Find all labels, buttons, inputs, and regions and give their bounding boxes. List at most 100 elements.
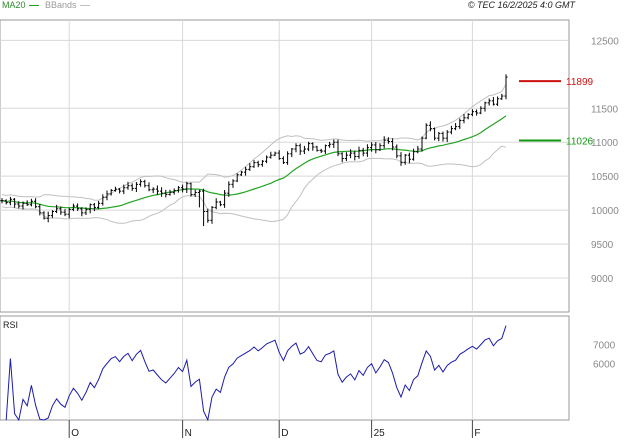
price-y-tick-label: 11000 [591, 138, 619, 149]
ohlc-bar [479, 106, 483, 115]
ohlc-bar [437, 131, 441, 142]
ohlc-bar [67, 207, 71, 219]
ohlc-bar [4, 199, 8, 205]
ohlc-bar [13, 198, 17, 208]
ohlc-bar [294, 143, 298, 153]
ohlc-bar [462, 114, 466, 124]
ohlc-bar [269, 151, 273, 159]
ohlc-bar [344, 152, 348, 162]
ohlc-bar [265, 155, 269, 164]
ohlc-bar [458, 118, 462, 129]
ohlc-bar [206, 208, 210, 223]
ohlc-bar [29, 198, 33, 207]
ohlc-bar [256, 160, 260, 168]
ohlc-bar [374, 141, 378, 154]
ohlc-bar [416, 145, 420, 154]
ohlc-bar [290, 147, 294, 158]
legend-ma-swatch [28, 5, 39, 7]
ohlc-bar [428, 121, 432, 132]
ohlc-bar [160, 187, 164, 197]
ohlc-bar [298, 143, 302, 155]
ohlc-bar [151, 187, 155, 194]
ohlc-bar [168, 189, 172, 196]
ohlc-bar [130, 183, 134, 191]
x-tick-label: 25 [374, 428, 386, 439]
ohlc-bar [38, 204, 42, 216]
price-y-tick-label: 10000 [591, 206, 619, 217]
ohlc-bar [46, 211, 50, 223]
chart-legend: MA20 BBands [2, 0, 94, 10]
ohlc-bar [84, 207, 88, 215]
ohlc-bar [227, 181, 231, 197]
ohlc-bars [0, 74, 508, 227]
ohlc-bar [361, 147, 365, 157]
ohlc-bar [193, 189, 197, 197]
ohlc-bar [214, 198, 218, 210]
ohlc-bar [395, 144, 399, 159]
ohlc-bar [134, 181, 138, 192]
ohlc-bar [466, 113, 470, 120]
ohlc-bar [424, 123, 428, 140]
ohlc-bar [92, 202, 96, 212]
ohlc-bar [155, 185, 159, 196]
ohlc-bar [185, 181, 189, 194]
price-levels: 11899 11026 [519, 77, 594, 147]
ohlc-bar [454, 123, 458, 131]
ohlc-bar [328, 141, 332, 148]
ohlc-bar [210, 206, 214, 224]
ohlc-bar [399, 152, 403, 166]
ohlc-bar [181, 184, 185, 193]
ohlc-bar [336, 139, 340, 157]
ohlc-bar [403, 153, 407, 165]
ohlc-bar [391, 138, 395, 151]
rsi-y-tick-label: 7000 [593, 340, 616, 351]
rsi-panel: RSI 6000 7000 [3, 320, 616, 422]
ohlc-bar [491, 97, 495, 106]
ohlc-bar [172, 188, 176, 195]
ohlc-bar [21, 201, 25, 210]
ohlc-bar [357, 146, 361, 159]
ohlc-bar [109, 189, 113, 196]
ohlc-bar [311, 142, 315, 151]
ohlc-bar [147, 182, 151, 192]
ohlc-bar [202, 188, 206, 227]
ohlc-bar [105, 190, 109, 201]
ohlc-bar [176, 186, 180, 193]
ohlc-bar [449, 125, 453, 135]
ohlc-bar [248, 163, 252, 171]
x-tick-label: D [281, 428, 288, 439]
ohlc-bar [164, 189, 168, 198]
ohlc-bar [80, 207, 84, 217]
ohlc-bar [8, 196, 12, 206]
bband-lower-line [1, 145, 507, 224]
ohlc-bar [307, 141, 311, 152]
ohlc-bar [332, 139, 336, 149]
ohlc-bar [386, 137, 390, 144]
price-y-tick-label: 9000 [591, 274, 614, 285]
ohlc-bar [71, 203, 75, 212]
ohlc-bar [88, 203, 92, 214]
price-y-axis: 9000 9500 10000 10500 11000 11500 12500 [591, 36, 619, 285]
price-panel-frame [0, 19, 570, 313]
price-y-tick-label: 9500 [591, 240, 614, 251]
ohlc-bar [407, 152, 411, 164]
ohlc-bar [25, 200, 29, 206]
ohlc-bar [76, 203, 80, 211]
ohlc-bar [97, 200, 101, 210]
ohlc-bar [420, 136, 424, 152]
rsi-line [5, 325, 507, 422]
ohlc-bar [441, 131, 445, 142]
x-tick-label: F [474, 428, 480, 439]
x-tick-label: O [71, 428, 79, 439]
ohlc-bar [302, 145, 306, 155]
ohlc-bar [55, 204, 59, 214]
ohlc-bar [273, 151, 277, 157]
legend-bbands-swatch [79, 5, 90, 7]
ohlc-bar [475, 109, 479, 116]
ohlc-bar [239, 170, 243, 176]
x-tick-label: N [185, 428, 192, 439]
ohlc-bar [496, 96, 500, 106]
ohlc-bar [223, 189, 227, 208]
ohlc-bar [118, 187, 122, 194]
price-y-tick-label: 10500 [591, 172, 619, 183]
